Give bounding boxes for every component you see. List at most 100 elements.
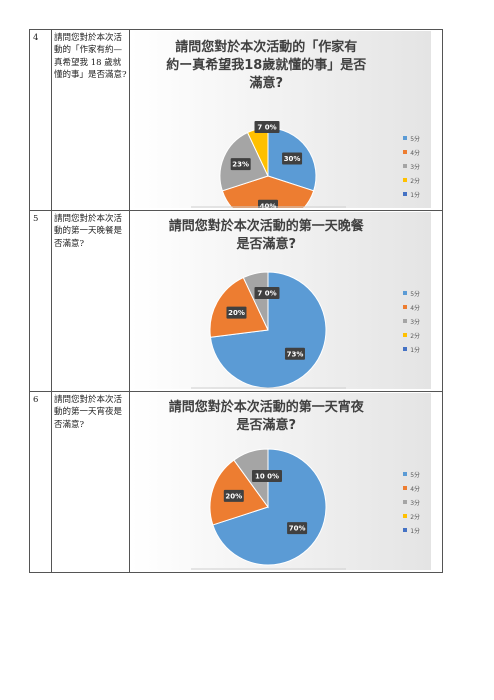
chart-title: 請問您對於本次活動的第一天晚餐 是否滿意? — [131, 218, 401, 254]
legend-swatch — [403, 500, 408, 504]
legend-entry: 2分 — [403, 328, 420, 342]
chart-title-line: 是否滿意? — [236, 418, 296, 433]
legend-swatch — [403, 192, 408, 196]
question-text-cell: 請問您對於本次活動的「作家有約—真希望我 18 歲就懂的事」是否滿意? — [51, 29, 131, 211]
chart-cell: 請問您對於本次活動的「作家有 約ー真希望我18歲就懂的事」是否 滿意? 30% 4… — [129, 29, 443, 211]
data-label: 73% — [285, 347, 306, 360]
legend-swatch — [403, 514, 408, 518]
question-number: 6 — [33, 395, 39, 405]
legend-label: 2分 — [410, 513, 421, 521]
table-row: 5 請問您對於本次活動的第一天晚餐是否滿意? 請問您對於本次活動的第一天晚餐 是… — [28, 210, 443, 392]
legend-label: 3分 — [410, 318, 421, 326]
legend-label: 3分 — [410, 499, 421, 507]
chart-title-line: 請問您對於本次活動的第一天晚餐 — [168, 219, 364, 234]
question-text-cell: 請問您對於本次活動的第一天宵夜是否滿意? — [51, 391, 131, 573]
legend-label: 4分 — [410, 485, 421, 493]
legend-label: 2分 — [410, 332, 421, 340]
pie-svg: 73% 20% 7 0% — [191, 271, 347, 389]
question-text: 請問您對於本次活動的第一天晚餐是否滿意? — [54, 214, 123, 249]
question-number-cell: 4 — [28, 29, 53, 211]
pie-slice-3 — [233, 448, 269, 509]
pie-slice-1 — [212, 448, 327, 566]
chart-title-line: 請問您對於本次活動的第一天宵夜 — [168, 400, 364, 415]
pie-chart: 請問您對於本次活動的第一天晚餐 是否滿意? 73% 20% 7 0% 5分 4分 3分 2… — [131, 212, 432, 389]
chart-title: 請問您對於本次活動的「作家有 約ー真希望我18歲就懂的事」是否 滿意? — [131, 39, 401, 93]
legend-entry: 3分 — [403, 314, 420, 328]
table-row: 6 請問您對於本次活動的第一天宵夜是否滿意? 請問您對於本次活動的第一天宵夜 是… — [28, 391, 443, 573]
chart-legend: 5分 4分 3分 2分 1分 — [403, 467, 420, 537]
legend-entry: 1分 — [403, 342, 420, 356]
legend-entry: 4分 — [403, 481, 420, 495]
chart-title-line: 請問您對於本次活動的「作家有 — [175, 40, 358, 55]
svg-text:20%: 20% — [228, 309, 245, 317]
pie-chart: 請問您對於本次活動的第一天宵夜 是否滿意? 70% 20% 10 0% 5分 4分 3分… — [131, 393, 432, 570]
svg-text:7 0%: 7 0% — [258, 124, 277, 132]
pie-svg: 70% 20% 10 0% — [191, 448, 347, 570]
question-text: 請問您對於本次活動的第一天宵夜是否滿意? — [54, 395, 123, 430]
legend-entry: 3分 — [403, 159, 420, 173]
legend-entry: 5分 — [403, 467, 420, 481]
chart-title-line: 是否滿意? — [236, 237, 296, 252]
svg-text:7 0%: 7 0% — [258, 290, 277, 298]
question-text: 請問您對於本次活動的「作家有約—真希望我 18 歲就懂的事」是否滿意? — [54, 33, 127, 81]
legend-entry: 4分 — [403, 300, 420, 314]
data-label: 70% — [287, 522, 308, 535]
legend-label: 4分 — [410, 304, 421, 312]
chart-title-line: 滿意? — [249, 76, 283, 91]
data-label: 30% — [282, 152, 303, 165]
pie-chart: 請問您對於本次活動的「作家有 約ー真希望我18歲就懂的事」是否 滿意? 30% 4… — [131, 31, 432, 208]
legend-swatch — [403, 528, 408, 532]
legend-swatch — [403, 178, 408, 182]
legend-label: 4分 — [410, 149, 421, 157]
overlap-data-label: 7 0% — [254, 121, 280, 133]
legend-label: 1分 — [410, 346, 421, 354]
legend-entry: 3分 — [403, 495, 420, 509]
svg-text:40%: 40% — [260, 202, 277, 208]
svg-text:23%: 23% — [233, 161, 250, 169]
data-label: 23% — [230, 158, 251, 171]
legend-entry: 5分 — [403, 286, 420, 300]
table-row: 4 請問您對於本次活動的「作家有約—真希望我 18 歲就懂的事」是否滿意? 請問… — [28, 29, 443, 211]
question-number: 4 — [33, 33, 39, 43]
legend-entry: 2分 — [403, 509, 420, 523]
legend-label: 5分 — [410, 471, 421, 479]
svg-text:20%: 20% — [226, 492, 243, 500]
legend-label: 2分 — [410, 177, 421, 185]
question-number: 5 — [33, 214, 39, 224]
svg-text:10 0%: 10 0% — [255, 473, 279, 481]
chart-title: 請問您對於本次活動的第一天宵夜 是否滿意? — [131, 399, 401, 435]
legend-entry: 4分 — [403, 145, 420, 159]
legend-swatch — [403, 136, 408, 140]
legend-swatch — [403, 472, 408, 476]
data-label: 40% — [258, 199, 279, 208]
chart-cell: 請問您對於本次活動的第一天晚餐 是否滿意? 73% 20% 7 0% 5分 4分 3分 2… — [129, 210, 443, 392]
pie-slice-3 — [242, 271, 269, 331]
survey-results-table: 4 請問您對於本次活動的「作家有約—真希望我 18 歲就懂的事」是否滿意? 請問… — [28, 29, 443, 573]
pie-svg: 30% 40% 23% 7 0% — [191, 121, 347, 208]
legend-label: 5分 — [410, 135, 421, 143]
svg-text:30%: 30% — [284, 155, 301, 163]
chart-legend: 5分 4分 3分 2分 1分 — [403, 131, 420, 201]
question-text-cell: 請問您對於本次活動的第一天晚餐是否滿意? — [51, 210, 131, 392]
legend-swatch — [403, 333, 408, 337]
overlap-data-label: 7 0% — [254, 287, 280, 299]
legend-swatch — [403, 164, 408, 168]
legend-entry: 2分 — [403, 173, 420, 187]
question-number-cell: 6 — [28, 391, 53, 573]
legend-label: 5分 — [410, 290, 421, 298]
chart-cell: 請問您對於本次活動的第一天宵夜 是否滿意? 70% 20% 10 0% 5分 4分 3分… — [129, 391, 443, 573]
chart-legend: 5分 4分 3分 2分 1分 — [403, 286, 420, 356]
legend-label: 3分 — [410, 163, 421, 171]
legend-swatch — [403, 347, 408, 351]
question-number-cell: 5 — [28, 210, 53, 392]
data-label: 20% — [224, 489, 245, 502]
legend-entry: 1分 — [403, 523, 420, 537]
svg-text:73%: 73% — [287, 350, 304, 358]
legend-swatch — [403, 305, 408, 309]
legend-swatch — [403, 486, 408, 490]
overlap-data-label: 10 0% — [252, 470, 283, 482]
legend-label: 1分 — [410, 191, 421, 199]
legend-swatch — [403, 291, 408, 295]
legend-entry: 1分 — [403, 187, 420, 201]
pie-slice-2 — [221, 175, 315, 208]
